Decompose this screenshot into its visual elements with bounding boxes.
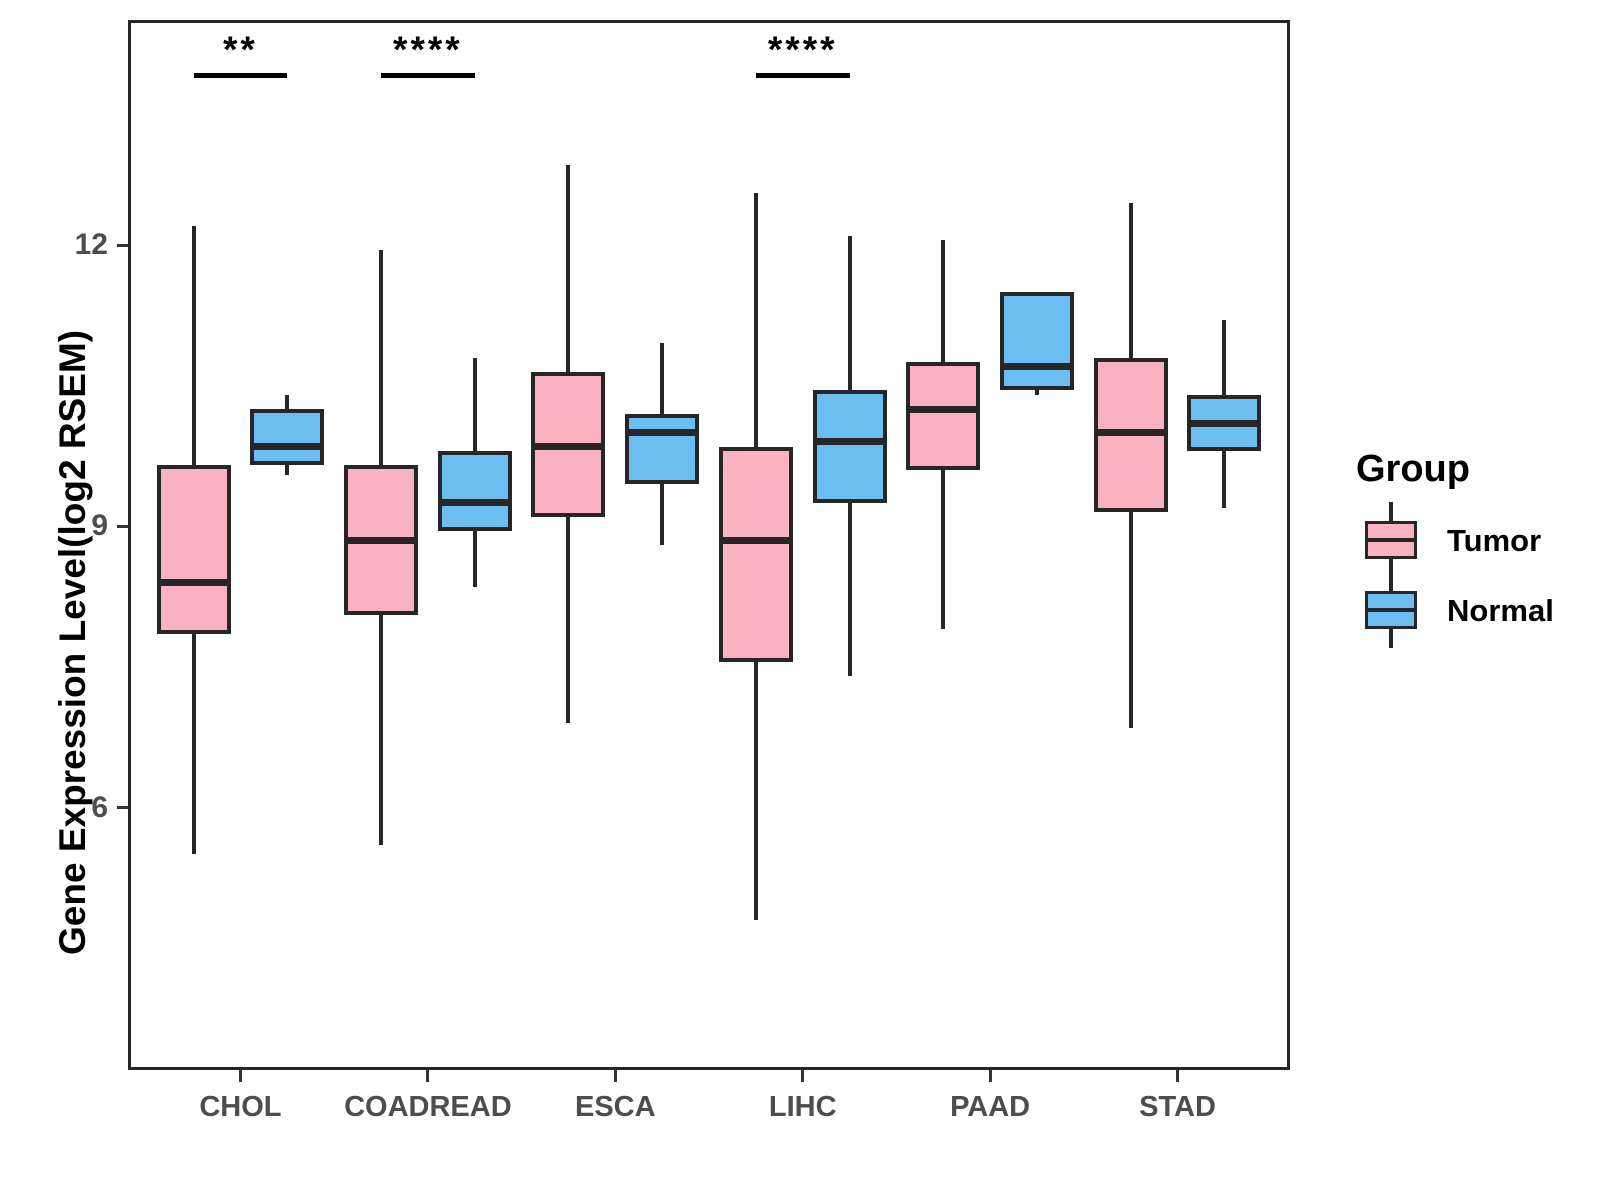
x-axis-label: CHOL [199, 1091, 282, 1123]
y-tick-mark [117, 524, 128, 528]
significance-stars-COADREAD: **** [393, 29, 463, 70]
x-tick-mark [988, 1070, 992, 1082]
y-axis-title: Gene Expression Level(log2 RSEM) [52, 329, 93, 955]
box-tumor-LIHC [718, 446, 793, 663]
x-axis-label: ESCA [574, 1091, 656, 1123]
box-tumor-CHOL [156, 465, 231, 635]
box-normal-CHOL [250, 409, 325, 466]
median-tumor-STAD [1097, 429, 1164, 436]
x-tick-mark [238, 1070, 242, 1082]
legend-key-median [1365, 538, 1417, 542]
x-tick-mark [426, 1070, 430, 1082]
y-tick-mark [117, 806, 128, 809]
legend-label-tumor: Tumor [1447, 523, 1542, 558]
box-normal-LIHC [812, 390, 887, 503]
median-tumor-PAAD [910, 405, 977, 413]
median-normal-ESCA [629, 429, 696, 436]
x-tick-mark [613, 1070, 617, 1082]
significance-stars-CHOL: ** [223, 29, 258, 70]
box-normal-ESCA [625, 413, 700, 485]
median-normal-COADREAD [441, 499, 508, 507]
y-tick-label: 12 [74, 228, 108, 261]
median-normal-LIHC [816, 438, 883, 446]
box-tumor-PAAD [906, 362, 981, 470]
box-normal-COADREAD [437, 451, 512, 531]
significance-stars-LIHC: **** [767, 29, 838, 70]
legend-key-normal [1365, 572, 1417, 648]
legend-key-tumor [1365, 502, 1417, 578]
median-normal-PAAD [1003, 363, 1070, 371]
x-tick-mark [801, 1070, 805, 1082]
median-normal-STAD [1191, 419, 1258, 427]
x-axis-label: STAD [1139, 1091, 1216, 1123]
legend-key-median [1365, 608, 1417, 612]
significance-bar-CHOL [193, 73, 288, 78]
x-axis-label: COADREAD [344, 1091, 512, 1123]
median-tumor-LIHC [722, 536, 789, 544]
legend-title: Group [1356, 448, 1470, 490]
y-tick-label: 6 [91, 790, 108, 824]
box-normal-PAAD [999, 291, 1074, 391]
x-axis-label: LIHC [768, 1091, 837, 1123]
median-tumor-CHOL [160, 579, 227, 586]
median-tumor-ESCA [535, 443, 602, 451]
median-tumor-COADREAD [348, 536, 415, 544]
median-normal-CHOL [254, 443, 321, 451]
plot-panel [128, 20, 1290, 1070]
x-tick-mark [1176, 1070, 1180, 1082]
significance-bar-LIHC [755, 73, 850, 78]
legend-label-normal: Normal [1447, 593, 1554, 628]
x-axis-label: PAAD [950, 1091, 1031, 1123]
y-tick-label: 9 [91, 509, 108, 543]
significance-bar-COADREAD [381, 73, 475, 78]
y-tick-mark [117, 243, 128, 247]
